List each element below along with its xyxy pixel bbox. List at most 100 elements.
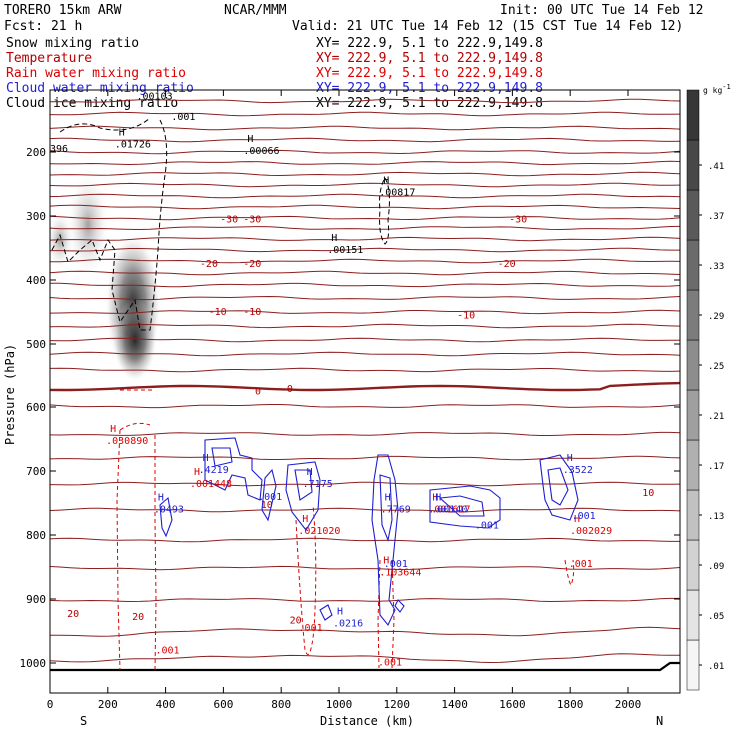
legend-temperature: Temperature: [6, 51, 92, 66]
colorbar-tick-label: .25: [708, 362, 724, 372]
maximum-value: .103644: [379, 567, 421, 578]
colorbar-bin: [686, 389, 700, 441]
center-title: NCAR/MMM: [224, 3, 287, 18]
maximum-marker-h: H: [247, 134, 253, 145]
contour-label: 396: [50, 144, 68, 155]
colorbar-bin: [686, 139, 700, 191]
maximum-value: .7769: [381, 505, 411, 516]
init-time: Init: 00 UTC Tue 14 Feb 12: [500, 3, 704, 18]
colorbar-bin: [686, 439, 700, 491]
x-tick-label: 1400: [441, 698, 468, 711]
colorbar-tick-label: .37: [708, 212, 724, 222]
x-tick-label: 1600: [499, 698, 526, 711]
maximum-value: .00140: [431, 505, 467, 516]
maximum-value: .00066: [243, 146, 279, 157]
colorbar-bin: [686, 239, 700, 291]
isotherm-label: 0: [287, 384, 293, 395]
rain-contours: [116, 389, 575, 671]
isotherm: [50, 270, 680, 276]
x-axis-title: Distance (km): [320, 714, 414, 728]
ice-upper-arc: [59, 117, 151, 133]
colorbar-tick-label: .21: [708, 412, 724, 422]
rain-shaft-left: [116, 422, 157, 671]
contour-label: .001: [475, 521, 499, 532]
isotherm: [50, 282, 680, 288]
contour-label: .001: [299, 623, 323, 634]
maximum-value: .001448: [190, 479, 232, 490]
isotherm-zero: [50, 381, 680, 392]
cw-cell-2: [285, 461, 321, 531]
isotherm: [50, 160, 680, 166]
isotherm: [50, 225, 680, 231]
colorbar-tick-label: .33: [708, 262, 724, 272]
colorbar-tick-label: .01: [708, 662, 724, 672]
isotherm-label: -10: [209, 307, 227, 318]
isotherm: [50, 182, 680, 188]
ice-tower: [51, 119, 168, 331]
maximum-value: .021020: [298, 526, 340, 537]
temperature-contours: -30 -30 -30 -20 -20 -20 -10 -10 -10 0 0 10 10 20 20 20: [50, 98, 680, 672]
maxima-markers: H.00103H.01726H.00066H.00817H.00151H.030…: [50, 90, 612, 669]
isotherm: [50, 431, 680, 436]
rain-shaft-right: [377, 559, 395, 669]
maximum-marker-h: H: [337, 607, 343, 618]
x-tick-label: 800: [271, 698, 291, 711]
snow-core-left: [66, 170, 110, 280]
maximum-marker-h: H: [110, 424, 116, 435]
isotherm: [50, 481, 680, 487]
isotherm-label: 20: [132, 612, 144, 623]
maximum-marker-h: H: [383, 555, 389, 566]
legend-cloud-water: Cloud water mixing ratio: [6, 81, 194, 96]
colorbar-bin: [686, 539, 700, 591]
x-tick-label: 1200: [384, 698, 411, 711]
colorbar-tick-label: .09: [708, 562, 724, 572]
isotherm: [50, 149, 680, 155]
isotherm: [50, 215, 680, 221]
isotherm: [50, 323, 680, 329]
colorbar-unit-exponent: -1: [722, 83, 730, 91]
colorbar-bin: [686, 189, 700, 241]
south-label: S: [80, 714, 87, 728]
cw-cell-3: [371, 454, 399, 627]
x-tick-label: 1000: [326, 698, 353, 711]
contour-label: .001: [569, 559, 593, 570]
isotherm: [50, 597, 680, 603]
legend: Snow mixing ratio XY= 222.9, 5.1 to 222.…: [6, 36, 543, 111]
colorbar-tick-label: .13: [708, 512, 724, 522]
x-tick-label: 2000: [615, 698, 642, 711]
colorbar-bin: [686, 289, 700, 341]
isotherm: [50, 111, 680, 117]
isotherm-label: 20: [290, 615, 302, 626]
isotherm: [50, 258, 680, 264]
cw-cell-1b: [261, 468, 277, 522]
isotherm-label: -10: [243, 307, 261, 318]
x-tick-label: 600: [213, 698, 233, 711]
rain-blob-r1: [564, 559, 575, 587]
isotherm: [50, 537, 680, 543]
maximum-marker-h: H: [307, 467, 313, 478]
colorbar-tick-label: .29: [708, 312, 724, 322]
maximum-value: .001617: [428, 505, 470, 516]
isotherm: [50, 565, 680, 571]
maximum-marker-h: H: [119, 128, 125, 139]
ice-small: [379, 177, 390, 245]
maximum-marker-h: H: [194, 467, 200, 478]
x-tick-label: 400: [156, 698, 176, 711]
isotherm-label: -30: [509, 214, 527, 225]
maximum-value: .0493: [154, 505, 184, 516]
cloud-ice-contours: [51, 117, 390, 331]
legend-rain-xy: XY= 222.9, 5.1 to 222.9,149.8: [316, 66, 543, 81]
y-axis-title: Pressure (hPa): [3, 344, 17, 445]
colorbar-unit-name: g kg: [703, 86, 722, 95]
maximum-marker-h: H: [435, 493, 441, 504]
cw-cell-1: [204, 437, 263, 501]
isotherm: [50, 626, 680, 637]
maximum-value: .00103: [136, 92, 172, 103]
isotherm: [50, 455, 680, 461]
north-label: N: [656, 714, 663, 728]
maximum-marker-h: H: [567, 453, 573, 464]
maximum-marker-h: H: [385, 493, 391, 504]
isotherm-label: -30: [243, 214, 261, 225]
colorbar-tick-label: .05: [708, 612, 724, 622]
y-tick-label: 700: [26, 465, 46, 478]
